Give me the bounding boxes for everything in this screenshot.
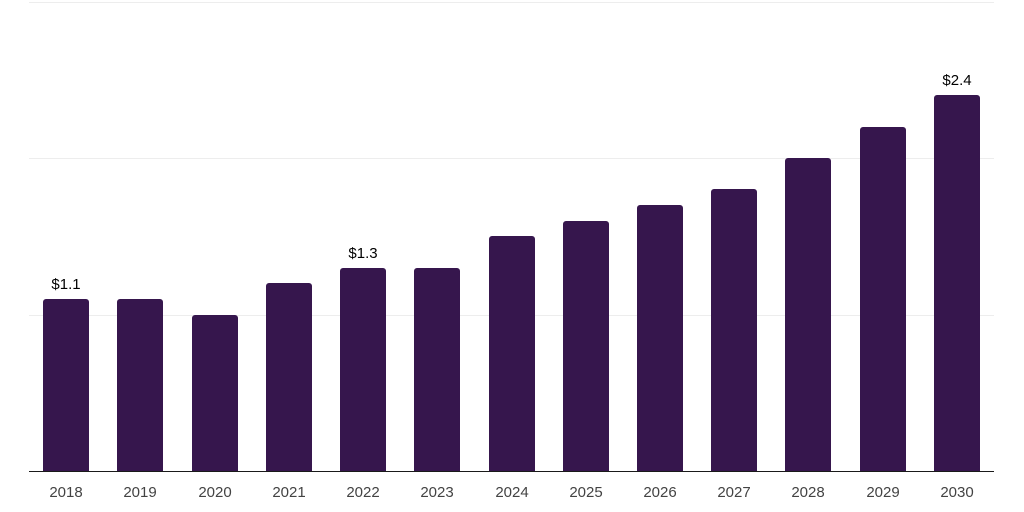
x-tick-label: 2019 — [123, 484, 157, 501]
x-tick-label: 2026 — [643, 484, 677, 501]
x-tick-label: 2018 — [49, 484, 83, 501]
x-tick-label: 2020 — [198, 484, 232, 501]
bar-value-label: $1.1 — [51, 276, 81, 293]
bar-2024 — [489, 236, 535, 471]
bar-2025 — [563, 221, 609, 471]
bar-2023 — [414, 268, 460, 471]
x-tick-label: 2022 — [346, 484, 380, 501]
x-tick-label: 2024 — [495, 484, 529, 501]
bar-2027 — [711, 189, 757, 471]
bar-2026 — [637, 205, 683, 471]
x-tick-label: 2021 — [272, 484, 306, 501]
bar-2019 — [117, 299, 163, 471]
x-tick-label: 2029 — [866, 484, 900, 501]
x-tick-label: 2028 — [791, 484, 825, 501]
bar-2030 — [934, 95, 980, 471]
gridline — [29, 2, 994, 3]
bar-value-label: $2.4 — [942, 72, 972, 89]
bar-2028 — [785, 158, 831, 471]
bar-2018 — [43, 299, 89, 471]
x-tick-label: 2027 — [717, 484, 751, 501]
bar-2029 — [860, 127, 906, 471]
bar-2020 — [192, 315, 238, 472]
bar-2021 — [266, 283, 312, 471]
x-tick-label: 2030 — [940, 484, 974, 501]
x-axis-line — [29, 471, 994, 472]
x-tick-label: 2023 — [420, 484, 454, 501]
x-tick-label: 2025 — [569, 484, 603, 501]
bar-2022 — [340, 268, 386, 471]
bar-value-label: $1.3 — [348, 245, 378, 262]
gridline — [29, 158, 994, 159]
